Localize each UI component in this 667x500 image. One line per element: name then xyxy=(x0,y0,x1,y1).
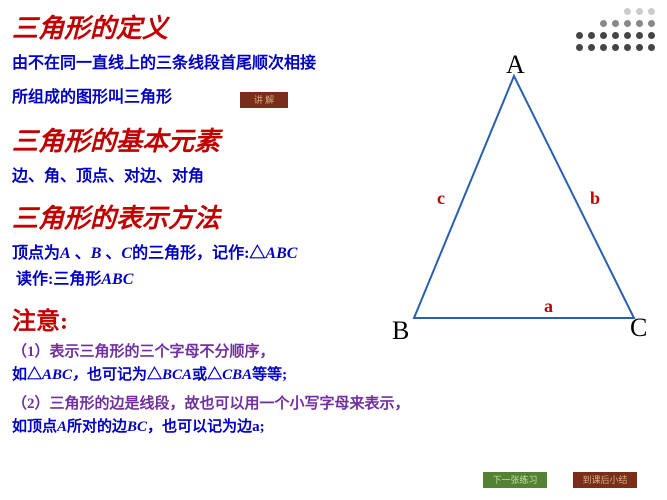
notation-line1: 顶点为A 、B 、C的三角形，记作:△ABC xyxy=(12,239,432,263)
elements-line1: 边、角、顶点、对边、对角 xyxy=(12,162,432,186)
side-b-label: b xyxy=(590,188,600,209)
side-a-label: a xyxy=(544,296,553,317)
next-exercise-button[interactable]: 下一张练习 xyxy=(483,472,547,488)
heading-elements: 三角形的基本元素 xyxy=(12,121,432,158)
heading-notation: 三角形的表示方法 xyxy=(12,198,432,235)
note-line4: 如顶点A所对的边BC，也可以记为边a; xyxy=(12,415,432,436)
triangle-diagram: A B C a b c xyxy=(394,58,649,348)
note-line2: 如△ABC，也可记为△BCA或△CBA等等; xyxy=(12,363,432,384)
side-c-label: c xyxy=(437,188,445,209)
vertex-c-label: C xyxy=(630,313,647,343)
decorative-dots xyxy=(576,8,655,56)
note-line1: （1）表示三角形的三个字母不分顺序， xyxy=(12,340,432,361)
triangle-svg xyxy=(394,58,649,348)
explain-button[interactable]: 讲 解 xyxy=(240,92,288,108)
vertex-a-label: A xyxy=(506,50,525,80)
definition-line2: 所组成的图形叫三角形 xyxy=(12,83,432,107)
summary-button[interactable]: 到课后小结 xyxy=(573,472,637,488)
notation-line2: 读作:三角形ABC xyxy=(12,265,432,289)
text-content: 三角形的定义 由不在同一直线上的三条线段首尾顺次相接 所组成的图形叫三角形 三角… xyxy=(12,8,432,438)
heading-note: 注意: xyxy=(12,301,432,336)
vertex-b-label: B xyxy=(392,316,409,346)
note-line3: （2）三角形的边是线段，故也可以用一个小写字母来表示， xyxy=(12,392,512,413)
definition-line1: 由不在同一直线上的三条线段首尾顺次相接 xyxy=(12,49,432,73)
heading-definition: 三角形的定义 xyxy=(12,8,432,45)
